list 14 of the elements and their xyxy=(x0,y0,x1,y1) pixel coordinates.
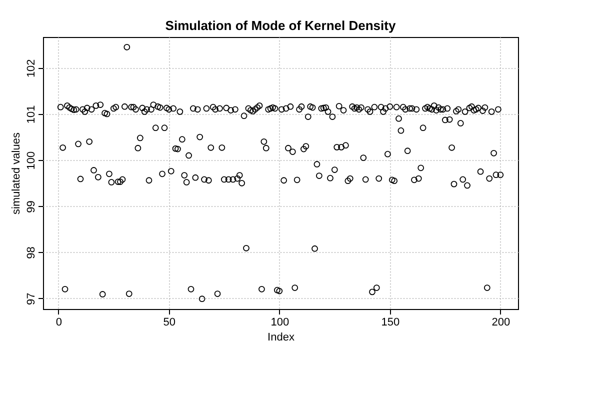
y-tick-label: 100 xyxy=(26,151,38,170)
x-tick-label: 100 xyxy=(270,316,290,328)
y-tick-label: 102 xyxy=(26,59,38,78)
chart-title: Simulation of Mode of Kernel Density xyxy=(165,18,396,33)
x-tick-label: 50 xyxy=(163,316,176,328)
x-axis-title: Index xyxy=(268,332,295,344)
x-tick-label: 0 xyxy=(56,316,62,328)
x-tick-label: 150 xyxy=(381,316,400,328)
y-tick-label: 101 xyxy=(26,105,38,124)
y-tick-label: 98 xyxy=(26,246,38,259)
y-axis-title: simulated values xyxy=(10,132,22,214)
y-tick-label: 99 xyxy=(26,200,38,213)
x-tick-label: 200 xyxy=(492,316,510,328)
y-tick-label: 97 xyxy=(26,292,38,306)
